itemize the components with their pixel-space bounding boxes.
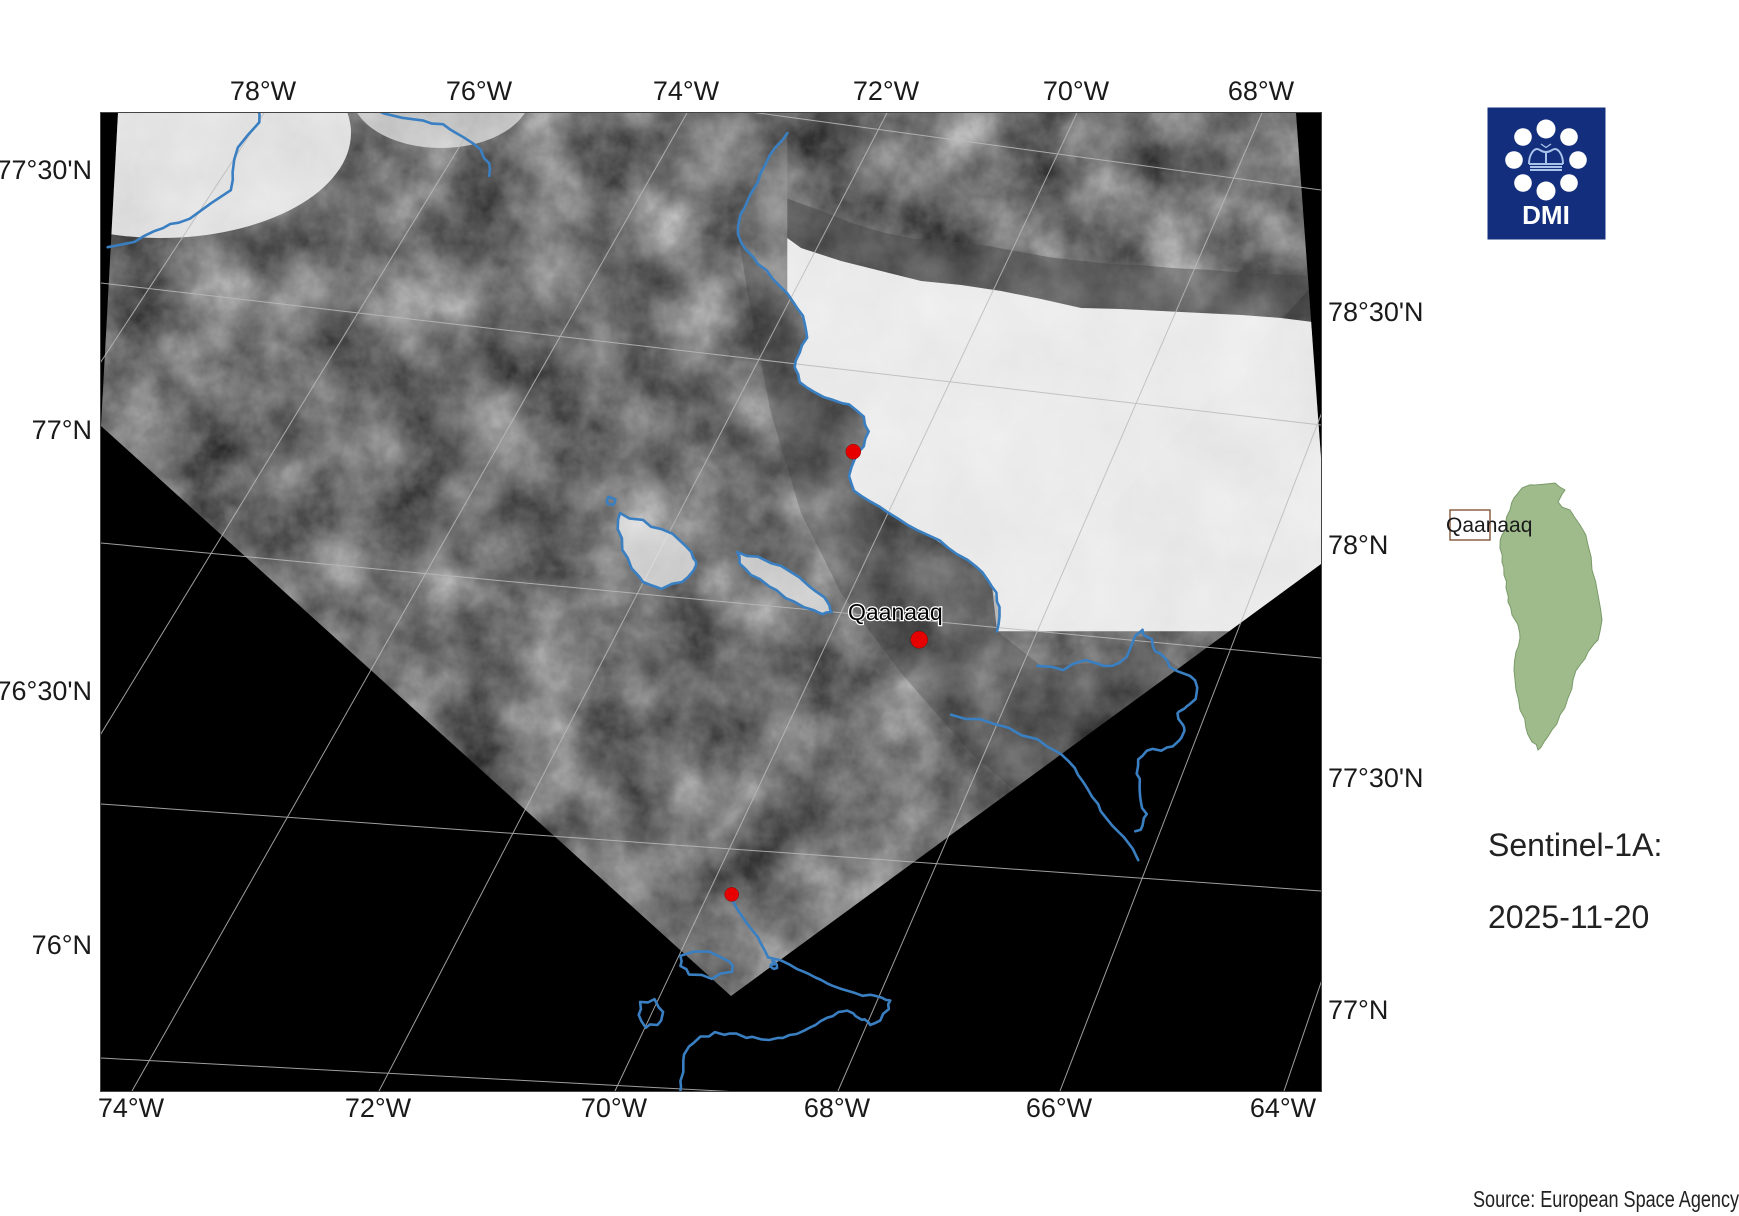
- svg-text:70°W: 70°W: [581, 1093, 648, 1123]
- svg-text:78°W: 78°W: [230, 76, 297, 106]
- svg-text:77°N: 77°N: [1328, 995, 1388, 1025]
- svg-text:76°W: 76°W: [446, 76, 513, 106]
- svg-text:77°30'N: 77°30'N: [1328, 763, 1424, 793]
- svg-text:72°W: 72°W: [853, 76, 920, 106]
- svg-text:64°W: 64°W: [1250, 1093, 1317, 1123]
- svg-text:Qaanaaq: Qaanaaq: [848, 599, 943, 625]
- svg-text:68°W: 68°W: [1228, 76, 1295, 106]
- svg-text:76°30'N: 76°30'N: [0, 676, 92, 706]
- svg-text:78°N: 78°N: [1328, 530, 1388, 560]
- svg-text:76°N: 76°N: [32, 930, 92, 960]
- svg-text:74°W: 74°W: [653, 76, 720, 106]
- svg-text:72°W: 72°W: [345, 1093, 412, 1123]
- svg-text:78°30'N: 78°30'N: [1328, 297, 1424, 327]
- svg-text:77°30'N: 77°30'N: [0, 155, 92, 185]
- svg-text:66°W: 66°W: [1026, 1093, 1093, 1123]
- svg-text:74°W: 74°W: [98, 1093, 165, 1123]
- svg-text:70°W: 70°W: [1043, 76, 1110, 106]
- svg-text:68°W: 68°W: [804, 1093, 871, 1123]
- svg-text:77°N: 77°N: [32, 415, 92, 445]
